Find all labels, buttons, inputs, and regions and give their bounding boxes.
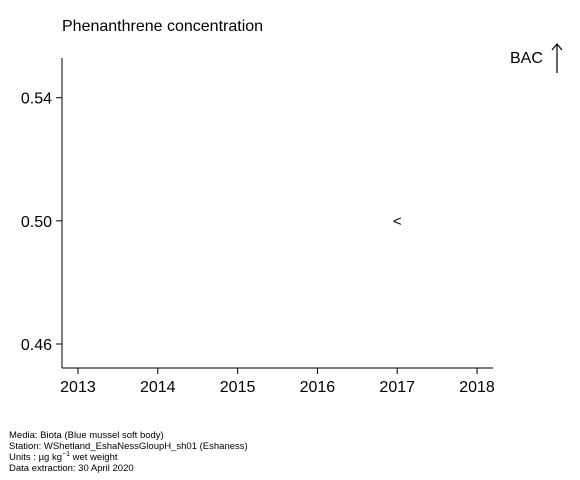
chart-title: Phenanthrene concentration [62, 18, 264, 35]
bac-arrow-icon [551, 43, 563, 73]
x-tick-label: 2018 [459, 379, 495, 396]
x-tick-label: 2015 [220, 379, 256, 396]
footer-media: Media: Biota (Blue mussel soft body) [9, 430, 164, 441]
chart-footer: Media: Biota (Blue mussel soft body) Sta… [9, 430, 248, 474]
y-tick-label: 0.54 [21, 91, 52, 108]
x-tick-label: 2013 [60, 379, 96, 396]
axes: 0.46 0.50 0.54 2013 2014 2015 2016 2017 2018 [21, 58, 495, 396]
footer-extraction: Data extraction: 30 April 2020 [9, 463, 134, 474]
footer-station: Station: WShetland_EshaNessGloupH_sh01 (… [9, 441, 248, 452]
x-tick-label: 2016 [300, 379, 336, 396]
x-tick-label: 2017 [379, 379, 415, 396]
footer-units: Units : µg kg−1 wet weight [9, 451, 118, 463]
x-tick-label: 2014 [140, 379, 176, 396]
bac-label: BAC [510, 50, 543, 67]
data-marks: < [393, 213, 402, 230]
y-tick-label: 0.46 [21, 337, 52, 354]
bac-reference: BAC [510, 50, 543, 68]
y-tick-label: 0.50 [21, 214, 52, 231]
data-point-less-than: < [393, 213, 402, 230]
